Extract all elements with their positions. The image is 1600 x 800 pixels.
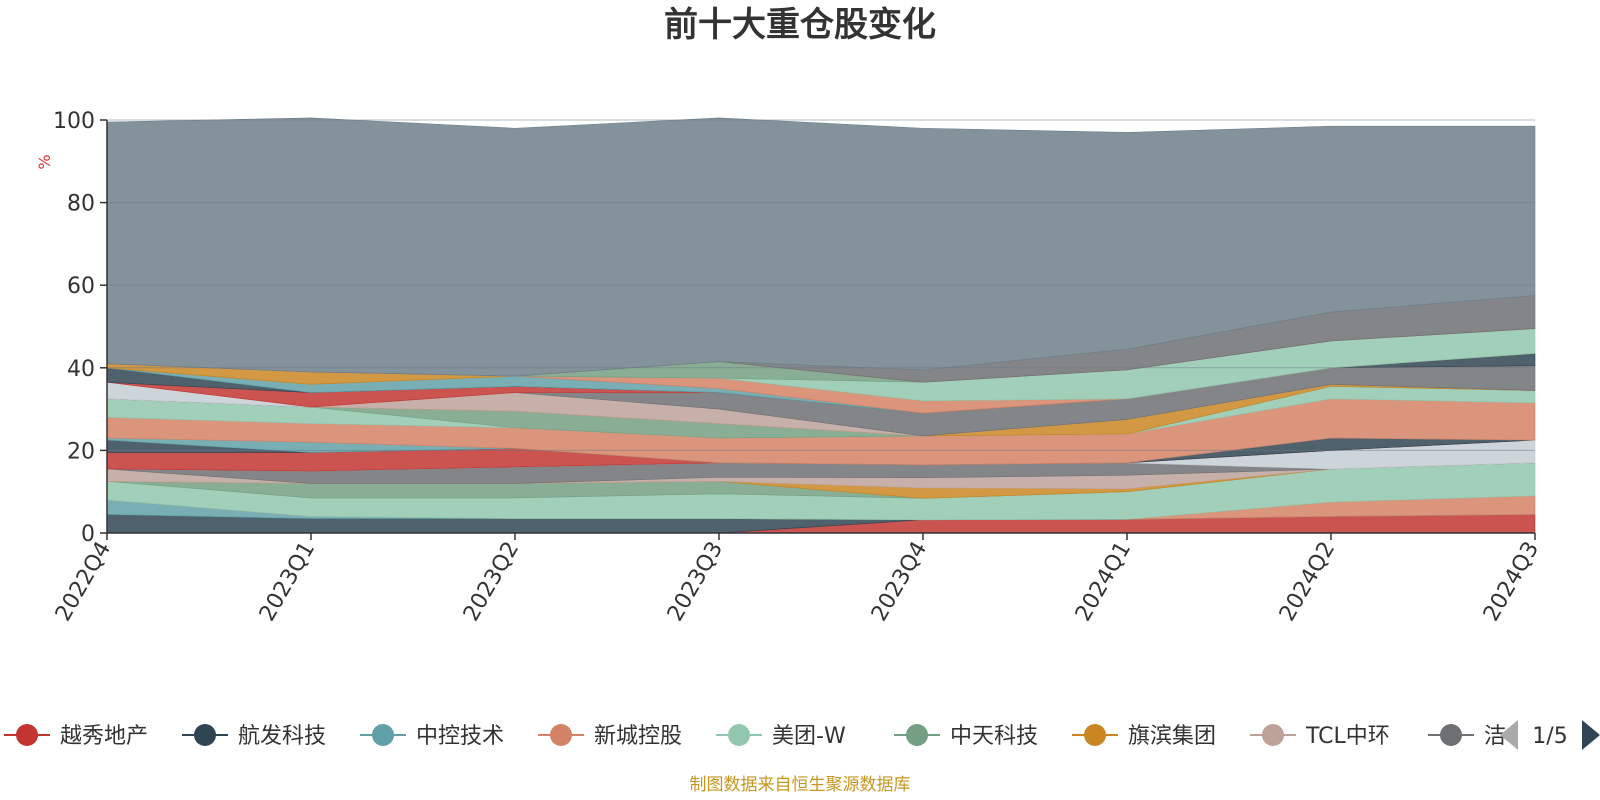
legend-page-indicator: 1/5	[1532, 724, 1567, 749]
x-tick-label: 2023Q3	[663, 538, 728, 626]
legend-marker	[728, 724, 750, 746]
legend-item[interactable]: 新城控股	[538, 724, 682, 749]
legend-label: 洁	[1484, 724, 1506, 749]
grid-layer	[107, 119, 1535, 451]
legend: 越秀地产 航发科技 中控技术 新城控股 美团-W 中天科技 旗滨集团 TCL中环 洁 1/5	[4, 720, 1600, 750]
y-tick-label: 60	[67, 274, 95, 299]
legend-label: 旗滨集团	[1128, 724, 1216, 749]
legend-item[interactable]: 洁	[1428, 724, 1506, 749]
chart-title: 前十大重仓股变化	[664, 5, 936, 45]
legend-marker	[906, 724, 928, 746]
legend-item[interactable]: 航发科技	[182, 724, 326, 749]
x-tick-label: 2024Q1	[1071, 538, 1136, 626]
legend-marker	[1262, 724, 1284, 746]
legend-marker	[1084, 724, 1106, 746]
x-tick-label: 2024Q3	[1479, 538, 1544, 626]
legend-item[interactable]: 中天科技	[894, 724, 1038, 749]
y-tick-label: 80	[67, 192, 95, 217]
legend-item[interactable]: TCL中环	[1250, 724, 1390, 749]
legend-marker	[372, 724, 394, 746]
triangle-right-icon[interactable]	[1582, 720, 1600, 750]
x-tick-label: 2023Q1	[255, 538, 320, 626]
y-tick-label: 0	[81, 522, 95, 547]
y-tick-label: 40	[67, 357, 95, 382]
legend-marker	[1440, 724, 1462, 746]
area-series	[106, 117, 1536, 377]
legend-marker	[16, 724, 38, 746]
legend-label: TCL中环	[1305, 724, 1390, 749]
legend-label: 新城控股	[594, 724, 682, 749]
legend-item[interactable]: 旗滨集团	[1072, 724, 1216, 749]
x-tick-label: 2022Q4	[51, 538, 116, 626]
legend-marker	[550, 724, 572, 746]
legend-marker	[194, 724, 216, 746]
legend-label: 美团-W	[772, 724, 846, 749]
legend-label: 中控技术	[416, 724, 504, 749]
legend-label: 航发科技	[238, 724, 326, 749]
legend-label: 中天科技	[950, 724, 1038, 749]
y-tick-label: 100	[53, 109, 95, 134]
legend-item[interactable]: 美团-W	[716, 724, 846, 749]
x-tick-label: 2023Q2	[459, 538, 524, 626]
y-axis-unit: %	[35, 154, 54, 169]
plot-area	[106, 117, 1536, 534]
triangle-left-icon[interactable]	[1500, 720, 1518, 750]
x-tick-label: 2023Q4	[867, 538, 932, 626]
data-source-note: 制图数据来自恒生聚源数据库	[690, 775, 911, 795]
legend-label: 越秀地产	[60, 724, 148, 749]
legend-item[interactable]: 中控技术	[360, 724, 504, 749]
legend-item[interactable]: 越秀地产	[4, 724, 148, 749]
y-tick-label: 20	[67, 439, 95, 464]
x-tick-label: 2024Q2	[1275, 538, 1340, 626]
